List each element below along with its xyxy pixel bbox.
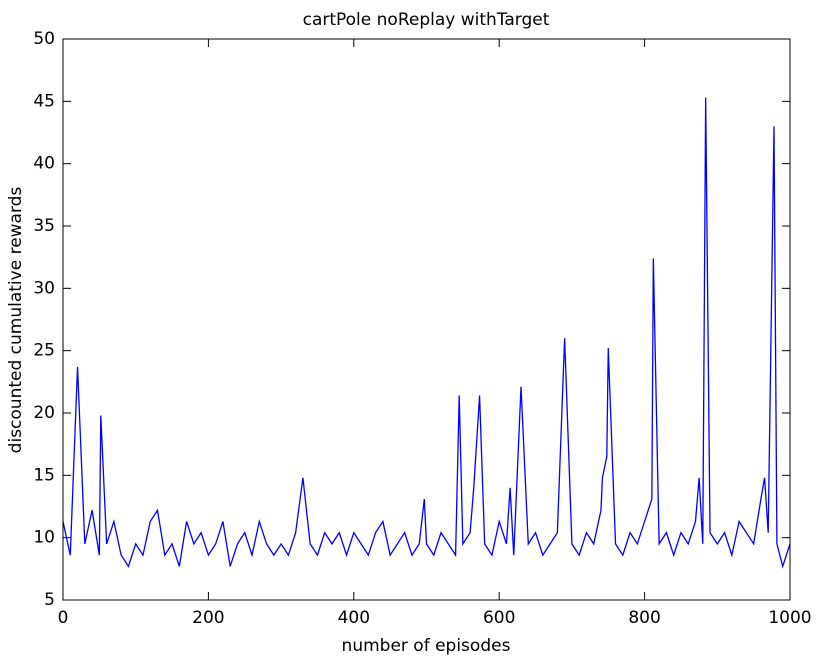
y-axis-label: discounted cumulative rewards: [6, 187, 26, 454]
x-tick-label: 0: [58, 608, 69, 628]
data-line: [62, 97, 791, 569]
y-tick-label: 15: [33, 465, 55, 485]
y-tick-label: 20: [33, 403, 55, 423]
x-axis-label: number of episodes: [342, 636, 511, 656]
x-tick-label: 400: [338, 608, 370, 628]
x-tick-label: 600: [483, 608, 515, 628]
x-tick-label: 800: [628, 608, 660, 628]
y-tick-label: 25: [33, 341, 55, 361]
chart-title: cartPole noReplay withTarget: [303, 10, 550, 30]
y-tick-label: 5: [44, 590, 55, 610]
x-tick-label: 200: [192, 608, 224, 628]
y-tick-label: 30: [33, 278, 55, 298]
y-tick-label: 50: [33, 29, 55, 49]
plot-frame: [62, 38, 791, 601]
y-tick-label: 10: [33, 528, 55, 548]
x-tick-label: 1000: [768, 608, 811, 628]
y-tick-label: 40: [33, 154, 55, 174]
y-tick-label: 35: [33, 216, 55, 236]
y-tick-label: 45: [33, 91, 55, 111]
